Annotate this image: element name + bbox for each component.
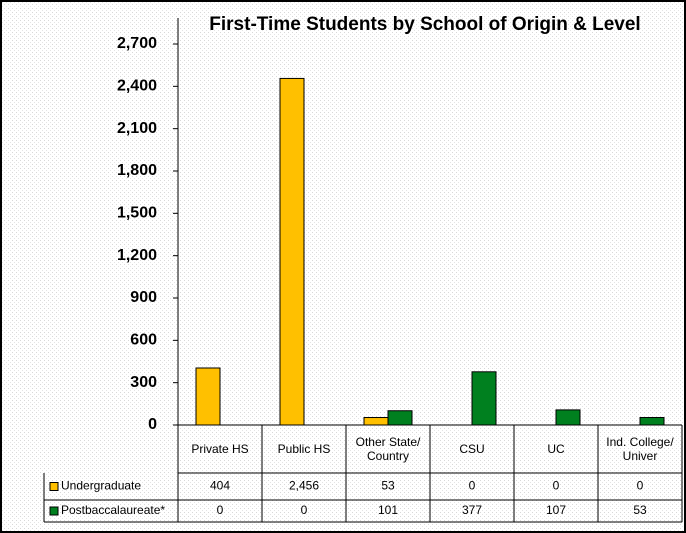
x-tick-label: Private HS <box>191 442 249 456</box>
data-table-value: 2,456 <box>289 479 319 493</box>
data-table-value: 107 <box>546 503 566 517</box>
data-table-value: 101 <box>378 503 398 517</box>
bar <box>387 410 413 426</box>
bar <box>279 77 305 426</box>
data-table-value: 0 <box>301 503 308 517</box>
bar <box>555 409 581 426</box>
chart-title: First-Time Students by School of Origin … <box>209 14 640 35</box>
y-tick-label: 0 <box>148 416 157 433</box>
y-tick-label: 1,200 <box>117 247 157 264</box>
data-table-value: 0 <box>217 503 224 517</box>
data-table-value: 0 <box>553 479 560 493</box>
y-tick-label: 1,500 <box>117 205 157 222</box>
data-table-value: 404 <box>210 479 230 493</box>
x-tick-label: UC <box>547 442 565 456</box>
bar <box>471 371 497 426</box>
x-tick-label: Other State/ Country <box>355 435 421 463</box>
legend-swatch <box>49 506 59 516</box>
legend-label: Undergraduate <box>61 479 141 493</box>
data-table-value: 377 <box>462 503 482 517</box>
x-tick-label: Public HS <box>277 442 331 456</box>
y-tick-label: 600 <box>130 332 157 349</box>
data-table-value: 0 <box>469 479 476 493</box>
bar <box>195 367 221 426</box>
legend-swatch <box>49 482 59 491</box>
data-table-value: 53 <box>381 479 395 493</box>
bar <box>363 417 389 426</box>
y-tick-label: 900 <box>130 289 157 306</box>
bar <box>639 417 665 426</box>
x-tick-label: Ind. College/ Univer <box>606 435 674 463</box>
x-tick-label: CSU <box>459 442 485 456</box>
y-tick-label: 2,700 <box>117 35 157 52</box>
legend-label: Postbaccalaureate* <box>61 503 165 517</box>
y-tick-label: 1,800 <box>117 162 157 179</box>
data-table-value: 53 <box>633 503 647 517</box>
y-tick-label: 300 <box>130 374 157 391</box>
data-table-value: 0 <box>637 479 644 493</box>
y-tick-label: 2,100 <box>117 120 157 137</box>
y-tick-label: 2,400 <box>117 78 157 95</box>
